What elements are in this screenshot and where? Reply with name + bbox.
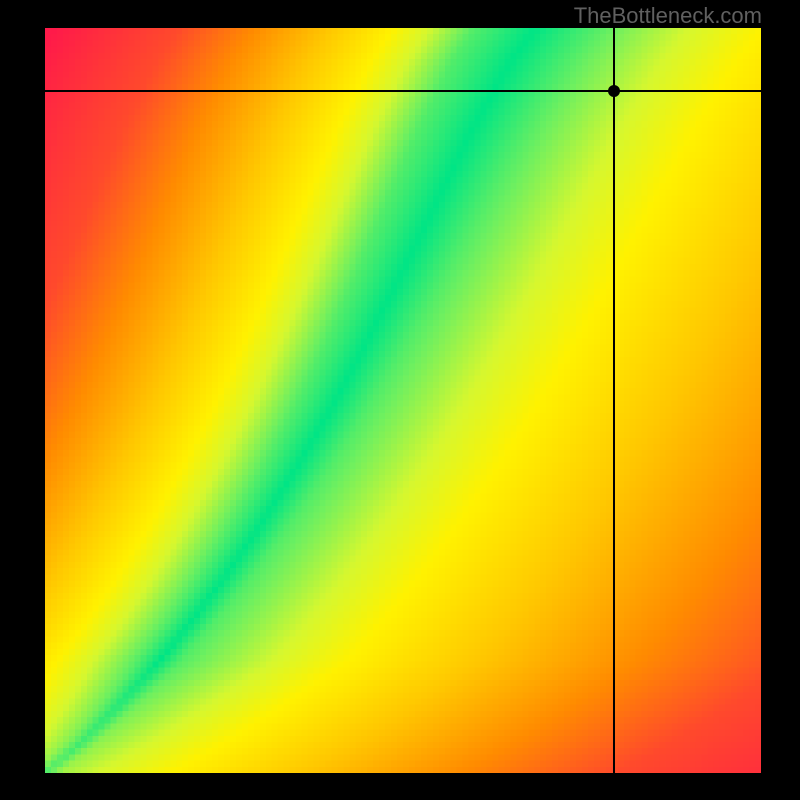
crosshair-horizontal [45, 90, 761, 92]
watermark-text: TheBottleneck.com [574, 3, 762, 29]
bottleneck-heatmap [45, 28, 761, 773]
crosshair-vertical [613, 28, 615, 773]
crosshair-marker [608, 85, 620, 97]
